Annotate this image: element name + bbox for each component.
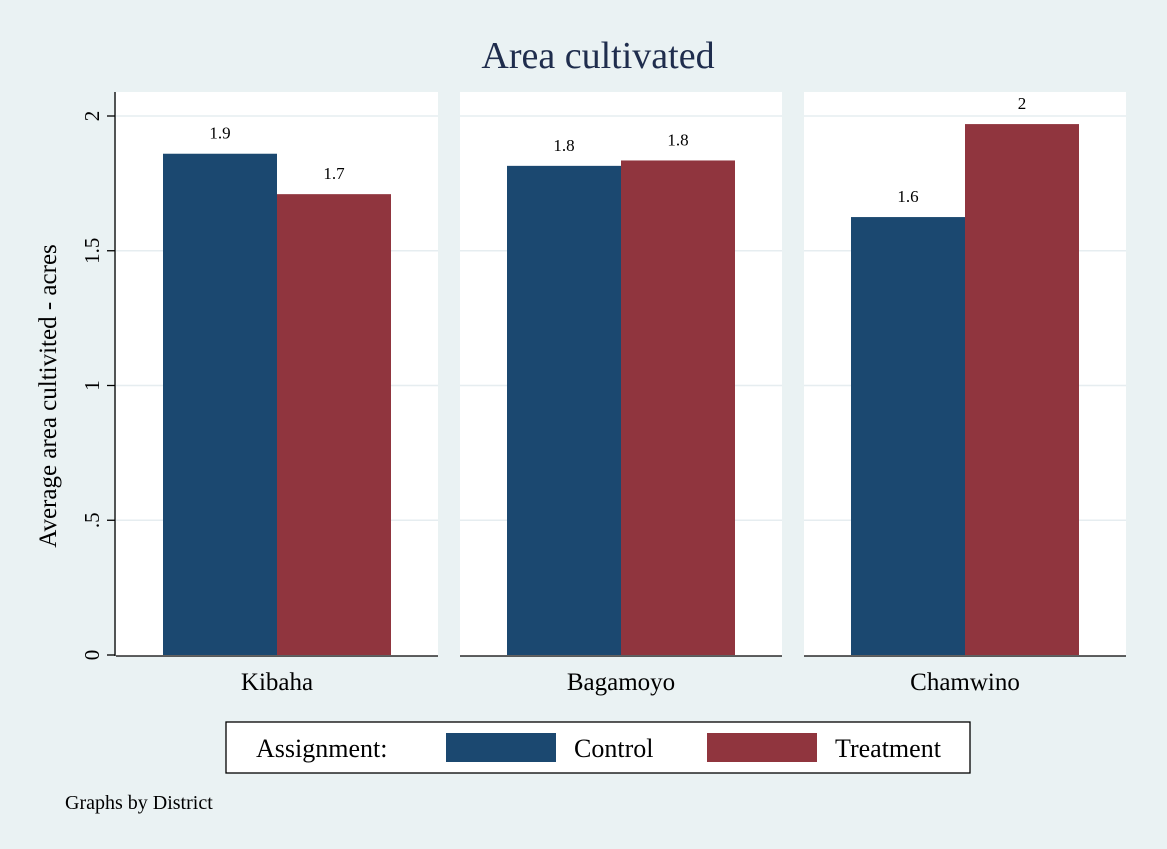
- legend-label-treatment: Treatment: [835, 734, 942, 763]
- bar-kibaha-treatment: [277, 194, 391, 655]
- y-tick-label: .5: [80, 512, 104, 528]
- panel-label-chamwino: Chamwino: [910, 669, 1020, 696]
- panel-label-bagamoyo: Bagamoyo: [567, 669, 675, 696]
- data-label-bagamoyo-treatment: 1.8: [667, 130, 688, 149]
- data-label-bagamoyo-control: 1.8: [553, 136, 574, 155]
- panel-chamwino: 1.6 2 Chamwino: [804, 92, 1126, 696]
- legend-swatch-treatment: [707, 733, 817, 762]
- y-ticks: 0 .5 1 1.5 2: [80, 111, 115, 661]
- chart-note: Graphs by District: [65, 792, 213, 814]
- y-tick-label: 0: [80, 650, 104, 661]
- y-tick-label: 1.5: [80, 238, 104, 264]
- panel-kibaha: 1.9 1.7 Kibaha: [116, 92, 438, 696]
- y-axis: 0 .5 1 1.5 2: [80, 92, 116, 661]
- bar-bagamoyo-control: [507, 165, 621, 656]
- data-label-chamwino-treatment: 2: [1018, 94, 1027, 113]
- data-label-kibaha-control: 1.9: [209, 124, 230, 143]
- data-label-chamwino-control: 1.6: [897, 187, 918, 206]
- legend-box: [225, 721, 971, 774]
- panel-label-kibaha: Kibaha: [241, 669, 313, 696]
- bar-chamwino-treatment: [965, 124, 1079, 655]
- chart-panels: 1.9 1.7 Kibaha 1.8 1.8 Bagamoyo 1.6 2 Chamwino: [116, 92, 1126, 696]
- chart-title: Area cultivated: [481, 35, 714, 77]
- data-label-kibaha-treatment: 1.7: [323, 164, 345, 183]
- legend: Assignment: Control Treatment: [225, 721, 971, 774]
- legend-title: Assignment:: [256, 734, 387, 763]
- legend-swatch-control: [446, 733, 556, 762]
- y-tick-label: 2: [80, 111, 104, 122]
- bar-chamwino-control: [851, 217, 965, 655]
- bar-kibaha-control: [163, 153, 277, 656]
- y-tick-label: 1: [80, 380, 104, 391]
- y-axis-label: Average area cultivited - acres: [35, 244, 62, 548]
- panel-bagamoyo: 1.8 1.8 Bagamoyo: [460, 92, 782, 696]
- bar-bagamoyo-treatment: [621, 160, 735, 655]
- legend-label-control: Control: [574, 734, 653, 763]
